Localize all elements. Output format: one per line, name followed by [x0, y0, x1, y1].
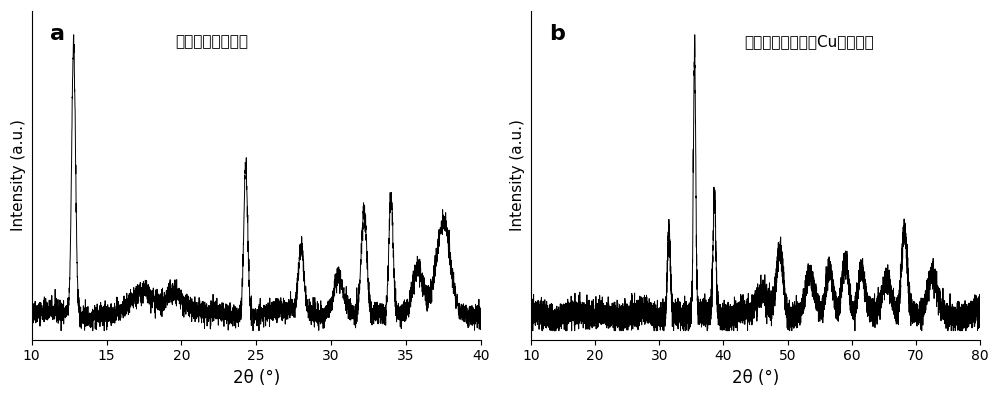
X-axis label: 2θ (°): 2θ (°)	[233, 369, 280, 387]
Text: 焙烧后：高分散的Cu基催化剂: 焙烧后：高分散的Cu基催化剂	[745, 34, 874, 49]
Y-axis label: Intensity (a.u.): Intensity (a.u.)	[510, 119, 525, 231]
Text: b: b	[549, 24, 565, 44]
Y-axis label: Intensity (a.u.): Intensity (a.u.)	[11, 119, 26, 231]
Text: a: a	[50, 24, 65, 44]
X-axis label: 2θ (°): 2θ (°)	[732, 369, 779, 387]
Text: 前驱体：绻铜锦矿: 前驱体：绻铜锦矿	[175, 34, 248, 49]
